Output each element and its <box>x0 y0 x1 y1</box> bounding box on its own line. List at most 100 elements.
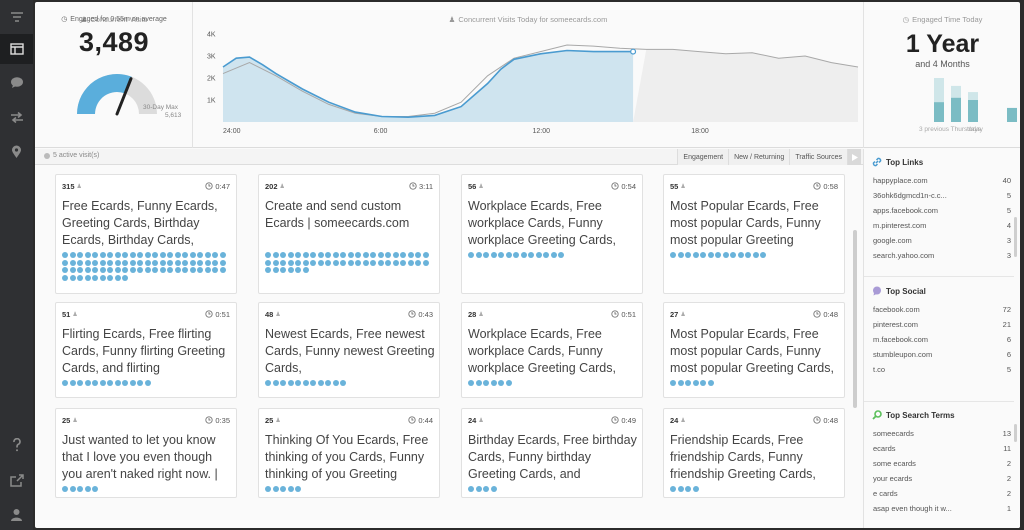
top-link-label[interactable]: 36ohk6dgmcd1n-c.c... <box>873 191 947 200</box>
top-search-label[interactable]: asap even though it w... <box>873 504 952 513</box>
card-page-title[interactable]: Most Popular Ecards, Free most popular C… <box>670 199 821 247</box>
chat-icon[interactable] <box>0 67 33 97</box>
visitor-dot <box>332 259 339 266</box>
dashboard-icon[interactable] <box>0 34 33 64</box>
visitor-dot <box>272 267 279 273</box>
share-icon[interactable] <box>0 465 33 495</box>
visitor-dot <box>144 252 151 258</box>
page-card[interactable]: 24 ♟ 0:49 Birthday Ecards, Free birthday Ca… <box>461 408 643 498</box>
top-social-row[interactable]: stumbleupon.com 6 <box>873 350 1011 359</box>
visitor-dot <box>167 259 173 266</box>
card-visitor-dots <box>468 380 638 386</box>
top-search-value: 2 <box>1006 489 1011 498</box>
page-card[interactable]: 24 ♟ 0:48 Friendship Ecards, Free friendshi… <box>663 408 845 498</box>
top-search-row[interactable]: ecards 11 <box>873 444 1011 453</box>
top-link-label[interactable]: search.yahoo.com <box>873 251 935 260</box>
person-icon: ♟ <box>680 183 686 190</box>
visitor-dot <box>325 380 331 386</box>
page-card[interactable]: 28 ♟ 0:51 Workplace Ecards, Free workplace … <box>461 302 643 398</box>
tab-new-returning[interactable]: New / Returning <box>728 149 790 165</box>
card-page-title[interactable]: Newest Ecards, Free newest Cards, Funny … <box>265 327 435 375</box>
page-card[interactable]: 202 ♟ 3:11 Create and send custom Ecards | … <box>258 174 440 294</box>
top-social-row[interactable]: facebook.com 72 <box>873 305 1011 314</box>
top-link-row[interactable]: apps.facebook.com 5 <box>873 206 1011 215</box>
logo-icon[interactable] <box>0 2 33 32</box>
top-link-label[interactable]: google.com <box>873 236 912 245</box>
card-page-title[interactable]: Flirting Ecards, Free flirting Cards, Fu… <box>62 327 226 375</box>
top-social-label[interactable]: facebook.com <box>873 305 920 314</box>
visitor-dot <box>498 380 504 386</box>
card-page-title[interactable]: Friendship Ecards, Free friendship Cards… <box>670 433 816 481</box>
top-link-label[interactable]: happyplace.com <box>873 176 928 185</box>
top-search-label[interactable]: some ecards <box>873 459 916 468</box>
top-social-label[interactable]: t.co <box>873 365 886 374</box>
visitor-dot <box>280 486 286 492</box>
top-search-row[interactable]: some ecards 2 <box>873 459 1011 468</box>
page-card[interactable]: 55 ♟ 0:58 Most Popular Ecards, Free most po… <box>663 174 845 294</box>
person-icon: ♟ <box>76 183 82 190</box>
page-card[interactable]: 56 ♟ 0:54 Workplace Ecards, Free workplace … <box>461 174 643 294</box>
card-page-title[interactable]: Workplace Ecards, Free workplace Cards, … <box>468 199 616 247</box>
page-card[interactable]: 48 ♟ 0:43 Newest Ecards, Free newest Cards,… <box>258 302 440 398</box>
visitor-dot <box>287 380 294 386</box>
page-card[interactable]: 51 ♟ 0:51 Flirting Ecards, Free flirting Ca… <box>55 302 237 398</box>
map-pin-icon[interactable] <box>0 137 33 167</box>
top-link-label[interactable]: apps.facebook.com <box>873 206 939 215</box>
visitor-dot <box>280 252 286 258</box>
top-link-row[interactable]: search.yahoo.com 3 <box>873 251 1011 260</box>
card-engaged-time: 0:43 <box>418 309 433 319</box>
top-social-label[interactable]: pinterest.com <box>873 320 919 329</box>
top-search-row[interactable]: someecards 13 <box>873 429 1011 438</box>
user-icon[interactable] <box>0 499 33 529</box>
top-social-label[interactable]: stumbleupon.com <box>873 350 933 359</box>
top-search-row[interactable]: asap even though it w... 1 <box>873 504 1011 513</box>
page-card[interactable]: 27 ♟ 0:48 Most Popular Ecards, Free most po… <box>663 302 845 398</box>
card-visitor-dots <box>265 252 435 273</box>
arrows-icon[interactable] <box>0 102 33 132</box>
top-search-label[interactable]: someecards <box>873 429 914 438</box>
visitor-dot <box>287 259 294 266</box>
page-card[interactable]: 25 ♟ 0:44 Thinking Of You Ecards, Free thin… <box>258 408 440 498</box>
clock-icon <box>205 416 214 424</box>
concurrent-visits-title: Concurrent Visits <box>90 15 148 24</box>
tab-traffic-sources[interactable]: Traffic Sources <box>789 149 847 165</box>
card-page-title[interactable]: Create and send custom Ecards | someecar… <box>265 199 410 230</box>
visitor-dot <box>77 486 83 492</box>
page-card[interactable]: 315 ♟ 0:47 Free Ecards, Funny Ecards, Greet… <box>55 174 237 294</box>
top-search-row[interactable]: your ecards 2 <box>873 474 1011 483</box>
clock-icon <box>408 416 417 424</box>
card-page-title[interactable]: Workplace Ecards, Free workplace Cards, … <box>468 327 616 375</box>
card-page-title[interactable]: Free Ecards, Funny Ecards, Greeting Card… <box>62 199 218 247</box>
clock-icon <box>813 310 822 318</box>
cards-scrollbar[interactable] <box>853 230 857 408</box>
top-search-scrollbar[interactable] <box>1014 424 1017 442</box>
play-button[interactable] <box>847 149 861 165</box>
card-page-title[interactable]: Just wanted to let you know that I love … <box>62 433 218 481</box>
top-social-row[interactable]: m.facebook.com 6 <box>873 335 1011 344</box>
top-social-row[interactable]: pinterest.com 21 <box>873 320 1011 329</box>
visitor-dot <box>677 252 684 258</box>
top-search-label[interactable]: ecards <box>873 444 896 453</box>
visitor-dot <box>99 259 106 266</box>
top-social-label[interactable]: m.facebook.com <box>873 335 929 344</box>
top-social-row[interactable]: t.co 5 <box>873 365 1011 374</box>
top-search-label[interactable]: your ecards <box>873 474 913 483</box>
top-search-row[interactable]: e cards 2 <box>873 489 1011 498</box>
visitor-dot <box>182 259 188 266</box>
top-link-row[interactable]: happyplace.com 40 <box>873 176 1011 185</box>
visitor-dot <box>287 252 294 258</box>
help-icon[interactable] <box>0 430 33 460</box>
card-page-title[interactable]: Thinking Of You Ecards, Free thinking of… <box>265 433 429 481</box>
top-search-value: 11 <box>1003 444 1011 453</box>
card-page-title[interactable]: Most Popular Ecards, Free most popular C… <box>670 327 834 375</box>
top-links-scrollbar[interactable] <box>1014 217 1017 257</box>
tab-engagement[interactable]: Engagement <box>677 149 729 165</box>
visitor-dot <box>77 380 83 386</box>
page-card[interactable]: 25 ♟ 0:35 Just wanted to let you know that … <box>55 408 237 498</box>
top-link-row[interactable]: 36ohk6dgmcd1n-c.c... 5 <box>873 191 1011 200</box>
top-link-row[interactable]: m.pinterest.com 4 <box>873 221 1011 230</box>
card-page-title[interactable]: Birthday Ecards, Free birthday Cards, Fu… <box>468 433 637 481</box>
top-link-label[interactable]: m.pinterest.com <box>873 221 927 230</box>
top-link-row[interactable]: google.com 3 <box>873 236 1011 245</box>
top-search-label[interactable]: e cards <box>873 489 898 498</box>
